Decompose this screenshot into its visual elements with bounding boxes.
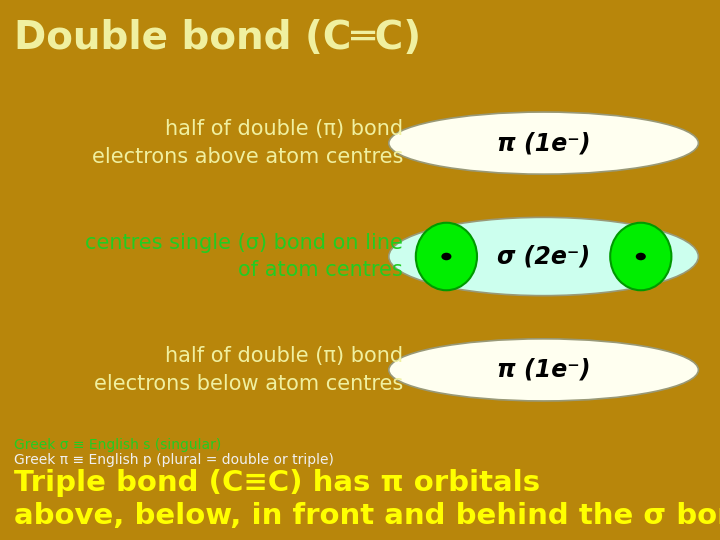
Ellipse shape — [389, 217, 698, 296]
Ellipse shape — [389, 112, 698, 174]
Text: Greek σ ≡ English s (singular): Greek σ ≡ English s (singular) — [14, 438, 222, 453]
Ellipse shape — [389, 339, 698, 401]
Text: Triple bond (C≡C) has π orbitals: Triple bond (C≡C) has π orbitals — [14, 469, 541, 497]
Text: π (1e⁻): π (1e⁻) — [497, 358, 590, 382]
Ellipse shape — [416, 222, 477, 291]
Text: Double bond (C═C): Double bond (C═C) — [14, 19, 421, 57]
Text: centres single (σ) bond on line: centres single (σ) bond on line — [86, 233, 403, 253]
Text: half of double (π) bond
electrons above atom centres: half of double (π) bond electrons above … — [92, 119, 403, 167]
Text: Greek π ≡ English p (plural = double or triple): Greek π ≡ English p (plural = double or … — [14, 453, 334, 467]
Text: above, below, in front and behind the σ bond: above, below, in front and behind the σ … — [14, 502, 720, 530]
Text: of atom centres: of atom centres — [238, 260, 403, 280]
Circle shape — [441, 253, 451, 260]
Ellipse shape — [610, 222, 671, 291]
Circle shape — [636, 253, 646, 260]
Text: half of double (π) bond
electrons below atom centres: half of double (π) bond electrons below … — [94, 346, 403, 394]
Text: σ (2e⁻): σ (2e⁻) — [497, 245, 590, 268]
Text: π (1e⁻): π (1e⁻) — [497, 131, 590, 155]
